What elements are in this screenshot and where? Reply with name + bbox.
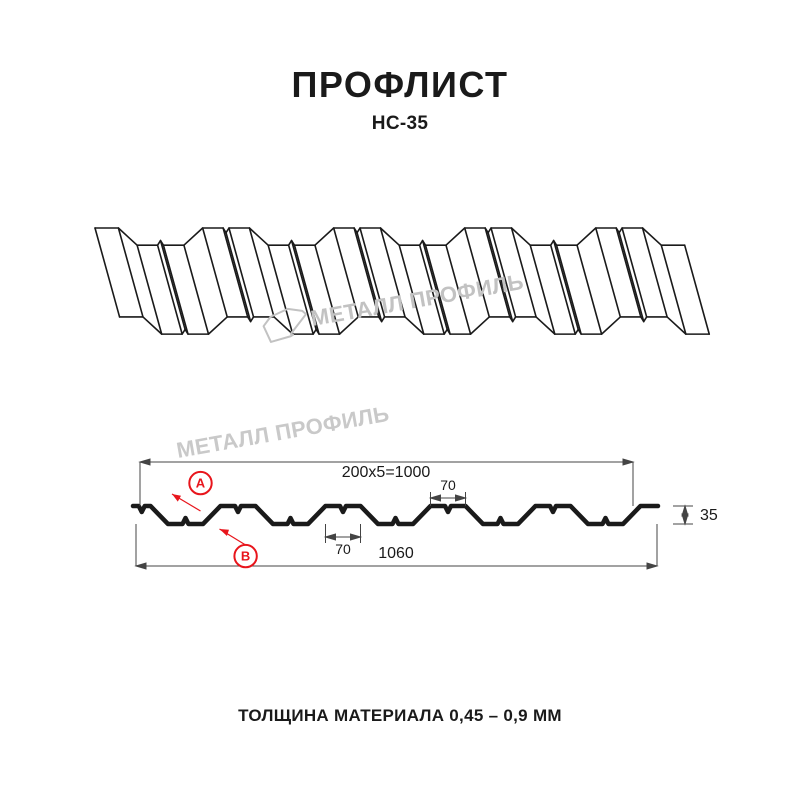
svg-text:МЕТАЛЛ ПРОФИЛЬ: МЕТАЛЛ ПРОФИЛЬ xyxy=(309,269,526,331)
svg-text:200x5=1000: 200x5=1000 xyxy=(342,464,431,481)
svg-text:A: A xyxy=(196,476,206,491)
svg-text:70: 70 xyxy=(335,541,351,557)
svg-text:70: 70 xyxy=(440,477,456,493)
svg-text:35: 35 xyxy=(700,507,718,524)
svg-text:B: B xyxy=(241,549,250,564)
svg-text:МЕТАЛЛ ПРОФИЛЬ: МЕТАЛЛ ПРОФИЛЬ xyxy=(175,401,392,463)
svg-text:1060: 1060 xyxy=(378,545,414,562)
